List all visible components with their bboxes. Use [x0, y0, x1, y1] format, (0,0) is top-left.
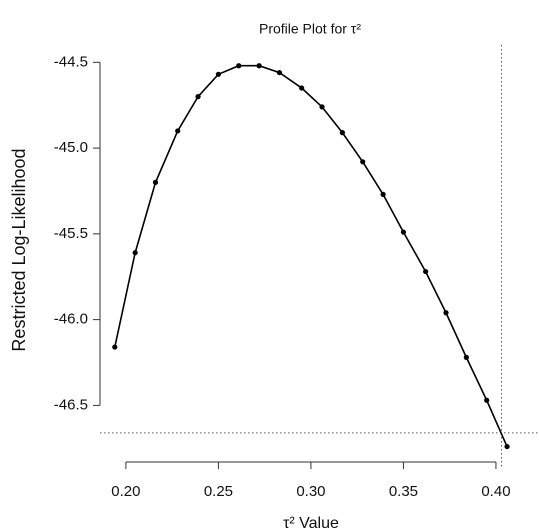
point — [400, 229, 407, 235]
point — [152, 179, 159, 185]
y-tick-label: -45.5 — [54, 225, 88, 242]
y-tick-label: -44.5 — [54, 53, 88, 70]
point — [463, 354, 469, 360]
point — [319, 104, 325, 110]
point — [360, 159, 366, 165]
chart-title: Profile Plot for τ² — [259, 21, 361, 37]
point — [339, 130, 345, 136]
point — [380, 191, 386, 197]
point — [215, 71, 222, 77]
point — [504, 443, 510, 450]
point — [195, 94, 201, 100]
y-axis-label: Restricted Log-Likelihood — [9, 148, 29, 351]
point — [175, 128, 181, 134]
point — [276, 69, 283, 76]
point — [112, 344, 118, 350]
x-tick-label: 0.25 — [204, 483, 233, 500]
point — [299, 85, 305, 91]
curve — [114, 64, 508, 447]
point — [236, 63, 242, 69]
point — [423, 268, 429, 275]
x-tick-label: 0.40 — [481, 483, 510, 500]
y-tick-label: -46.5 — [54, 396, 88, 413]
point — [132, 250, 138, 256]
x-tick-label: 0.35 — [389, 483, 418, 500]
x-axis-label: τ² Value — [283, 515, 339, 530]
point — [256, 63, 262, 69]
x-tick-label: 0.30 — [296, 483, 325, 500]
point — [484, 397, 490, 403]
x-tick-label: 0.20 — [111, 483, 140, 500]
y-tick-label: -46.0 — [54, 311, 88, 328]
y-tick-label: -45.0 — [54, 139, 88, 156]
point — [443, 310, 449, 316]
